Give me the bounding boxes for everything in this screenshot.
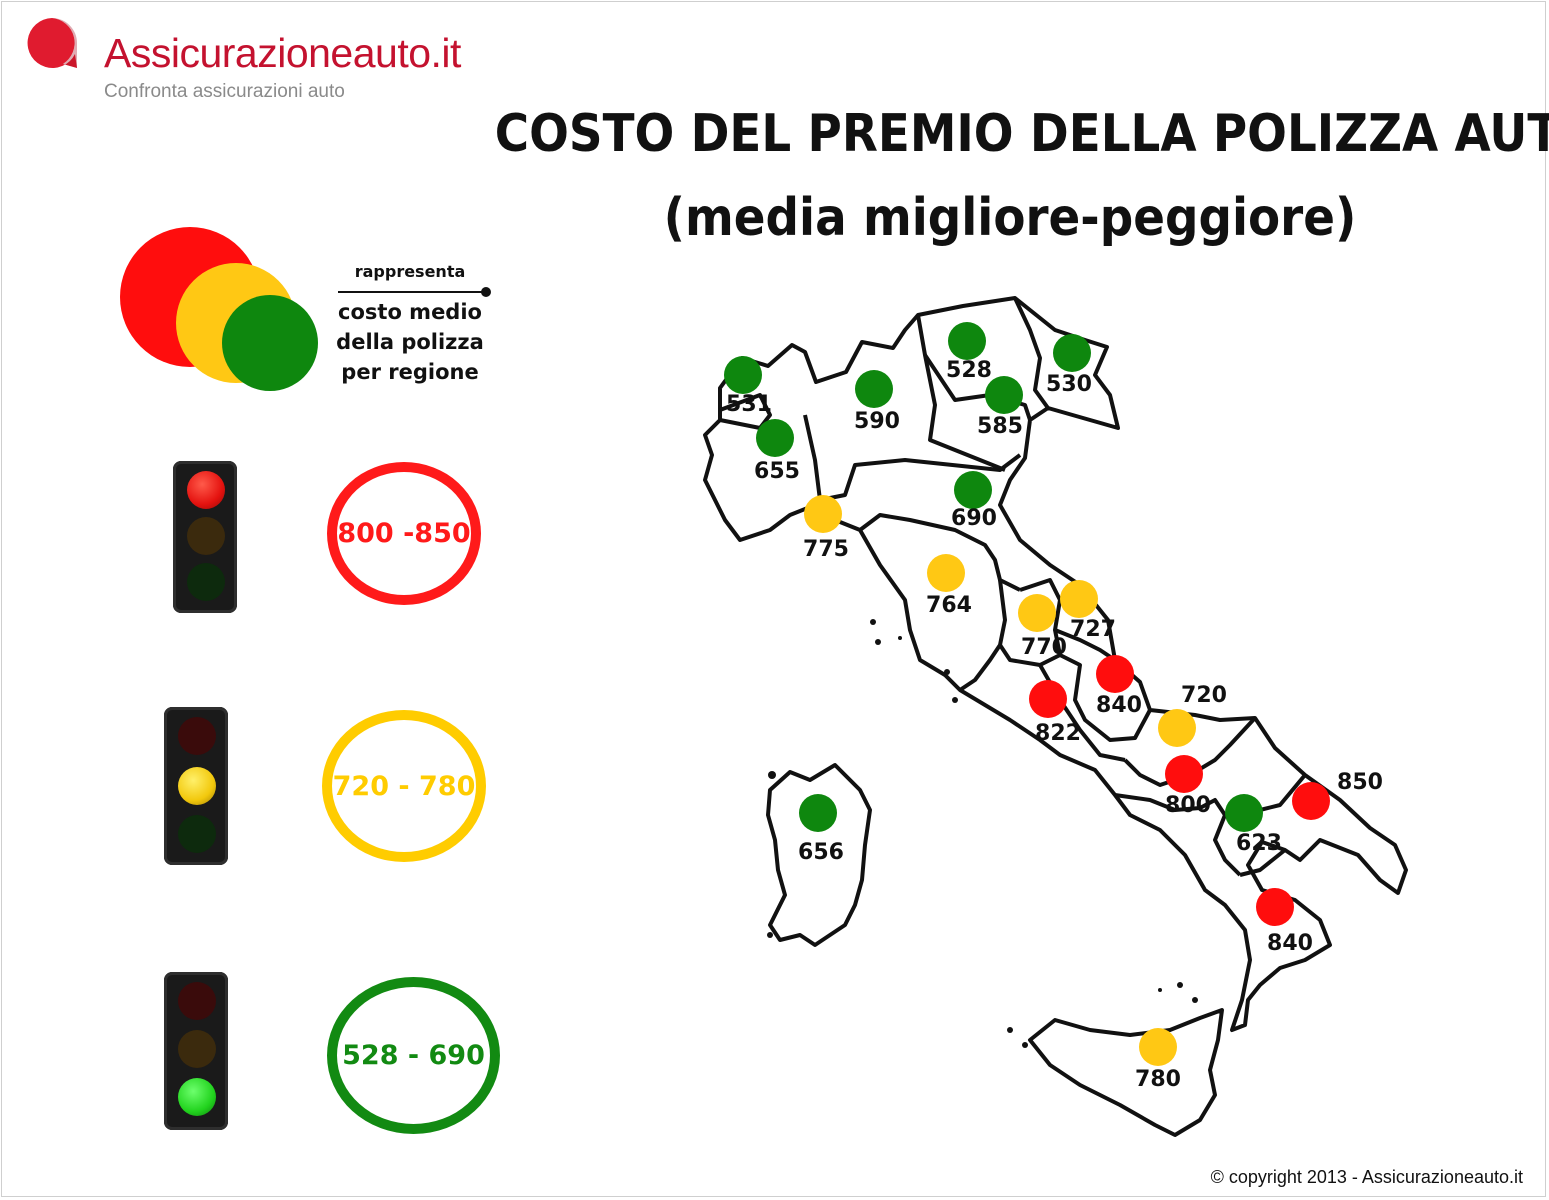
region-markers: 531 655 590 528 585 530 690 775 764 770 … <box>724 322 1383 1092</box>
region-value: 530 <box>1046 372 1092 397</box>
region-marker: 655 <box>754 419 800 484</box>
region-dot <box>855 370 893 408</box>
region-value: 780 <box>1135 1067 1181 1092</box>
region-dot <box>1018 594 1056 632</box>
copyright-text: © copyright 2013 - Assicurazioneauto.it <box>1210 1167 1523 1187</box>
speech-bubble-icon <box>27 18 77 68</box>
sicily-outline <box>1028 1008 1224 1137</box>
region-marker: 727 <box>1060 580 1116 642</box>
region-value: 775 <box>803 537 849 562</box>
region-value: 840 <box>1267 931 1313 956</box>
region-marker: 822 <box>1029 680 1081 746</box>
region-dot <box>948 322 986 360</box>
region-dot <box>1139 1028 1177 1066</box>
legend-caption: rappresenta costo medio della polizza pe… <box>330 262 490 387</box>
region-marker: 800 <box>1165 755 1211 818</box>
region-marker: 690 <box>951 471 997 531</box>
region-marker: 528 <box>946 322 992 383</box>
traffic-light-yellow-icon <box>164 707 228 865</box>
region-value: 528 <box>946 358 992 383</box>
region-value: 590 <box>854 409 900 434</box>
traffic-light-green-icon <box>164 972 228 1130</box>
legend-green-circle <box>222 295 318 391</box>
region-marker: 656 <box>798 794 844 865</box>
range-red: 800 -850 <box>327 462 481 605</box>
region-marker: 840 <box>1256 888 1313 956</box>
region-dot <box>804 495 842 533</box>
region-value: 656 <box>798 840 844 865</box>
legend-label-body: costo medio della polizza per regione <box>336 300 484 384</box>
region-value: 840 <box>1096 693 1142 718</box>
region-value: 850 <box>1337 770 1383 795</box>
brand-name[interactable]: Assicurazioneauto.it <box>104 30 461 76</box>
region-dot <box>724 356 762 394</box>
region-dot <box>1225 794 1263 832</box>
traffic-light-red-icon <box>173 461 237 613</box>
region-value: 623 <box>1236 831 1282 856</box>
region-marker: 530 <box>1046 334 1092 397</box>
tagline: Confronta assicurazioni auto <box>104 81 345 102</box>
region-value: 800 <box>1165 793 1211 818</box>
region-marker: 623 <box>1225 794 1282 856</box>
region-value: 531 <box>726 392 772 417</box>
region-value: 770 <box>1021 635 1067 660</box>
page-title: COSTO DEL PREMIO DELLA POLIZZA AUTO <box>494 104 1549 164</box>
region-marker: 775 <box>803 495 849 562</box>
sardinia-outline <box>766 763 872 947</box>
region-dot <box>1165 755 1203 793</box>
region-value: 720 <box>1181 683 1227 708</box>
region-dot <box>1053 334 1091 372</box>
region-value: 690 <box>951 506 997 531</box>
range-green: 528 - 690 <box>327 977 500 1134</box>
region-dot <box>1158 709 1196 747</box>
region-marker: 770 <box>1018 594 1067 660</box>
region-value: 655 <box>754 459 800 484</box>
region-dot <box>927 554 965 592</box>
region-dot <box>799 794 837 832</box>
region-marker: 850 <box>1292 770 1383 820</box>
region-marker: 720 <box>1158 683 1227 747</box>
region-value: 585 <box>977 414 1023 439</box>
legend-label-top: rappresenta <box>354 262 466 281</box>
range-yellow: 720 - 780 <box>322 710 486 862</box>
region-dot <box>1292 782 1330 820</box>
region-dot <box>1060 580 1098 618</box>
mainland-outline <box>703 296 1408 1032</box>
region-dot <box>985 376 1023 414</box>
region-value: 764 <box>926 593 972 618</box>
legend-circles <box>120 227 491 391</box>
italy-map: 531 655 590 528 585 530 690 775 764 770 … <box>703 296 1408 1137</box>
region-dot <box>1096 655 1134 693</box>
region-dot <box>954 471 992 509</box>
region-marker: 590 <box>854 370 900 434</box>
region-dot <box>1029 680 1067 718</box>
region-value: 822 <box>1035 721 1081 746</box>
region-marker: 840 <box>1096 655 1142 718</box>
region-marker: 780 <box>1135 1028 1181 1092</box>
region-marker: 764 <box>926 554 972 618</box>
region-marker: 585 <box>977 376 1023 439</box>
region-value: 727 <box>1070 617 1116 642</box>
page-subtitle: (media migliore-peggiore) <box>663 188 1357 248</box>
region-marker: 531 <box>724 356 772 417</box>
region-dot <box>756 419 794 457</box>
legend-pointer-dot <box>481 287 491 297</box>
region-dot <box>1256 888 1294 926</box>
